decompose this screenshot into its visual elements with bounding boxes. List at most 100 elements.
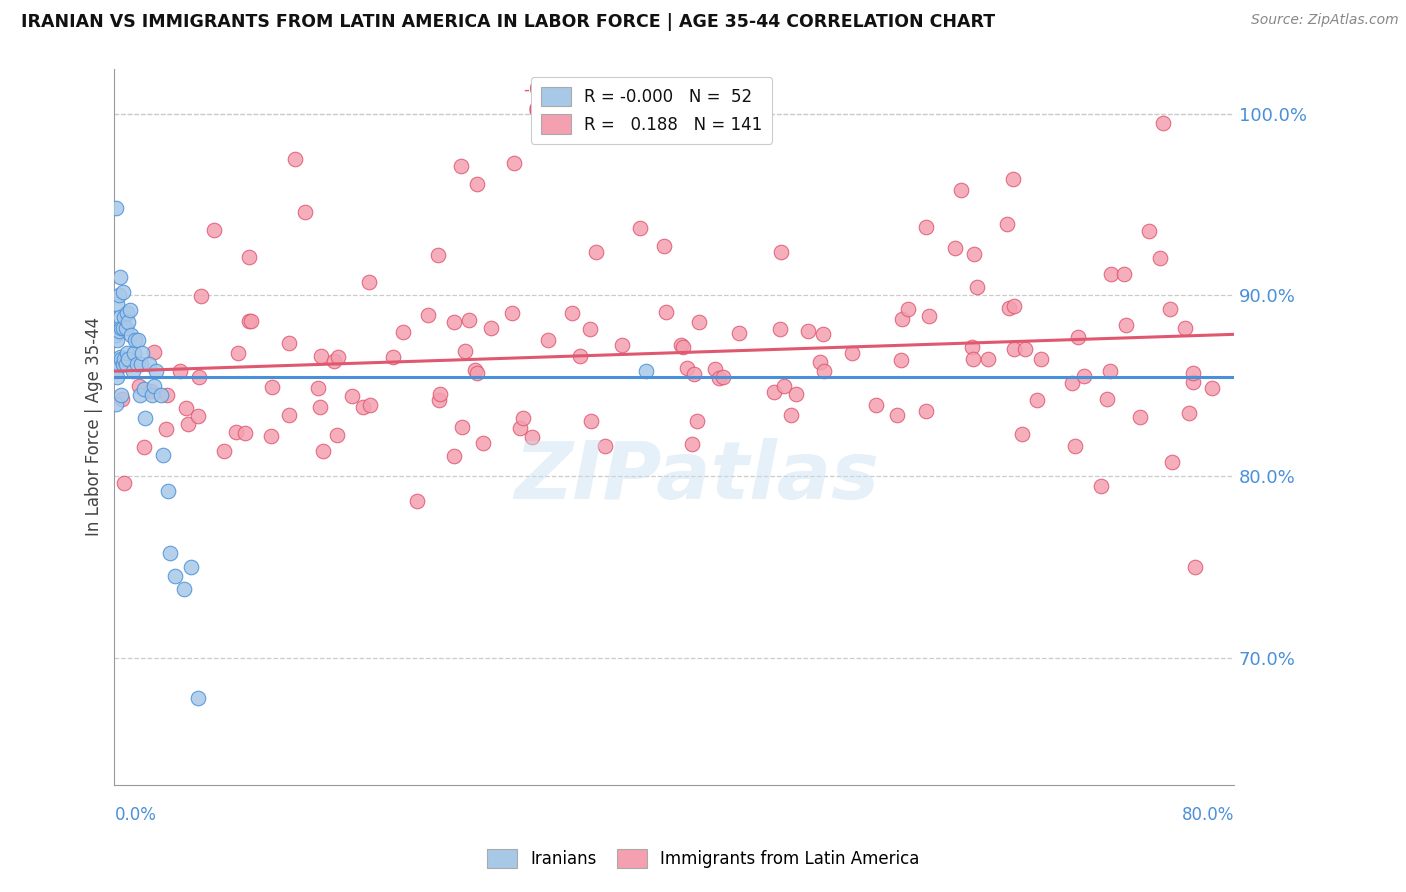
Point — [112, 310, 135, 324]
Point — [173, 582, 195, 596]
Point — [155, 422, 177, 436]
Point — [169, 364, 191, 378]
Point — [707, 371, 730, 385]
Point — [891, 311, 914, 326]
Point — [121, 364, 143, 378]
Point — [326, 350, 349, 364]
Point — [465, 178, 488, 192]
Point — [214, 444, 236, 458]
Point — [682, 367, 704, 381]
Point — [139, 384, 162, 399]
Point — [1159, 301, 1181, 316]
Point — [392, 325, 415, 339]
Point — [260, 428, 283, 442]
Point — [962, 340, 984, 354]
Legend: R = -0.000   N =  52, R =   0.188   N = 141: R = -0.000 N = 52, R = 0.188 N = 141 — [531, 77, 772, 144]
Point — [159, 545, 181, 559]
Point — [120, 328, 142, 343]
Point — [152, 448, 174, 462]
Point — [294, 205, 316, 219]
Point — [202, 223, 225, 237]
Point — [1098, 364, 1121, 378]
Point — [501, 306, 523, 320]
Point — [769, 244, 792, 259]
Point — [134, 411, 156, 425]
Point — [465, 366, 488, 380]
Point — [309, 349, 332, 363]
Point — [704, 362, 727, 376]
Point — [472, 436, 495, 450]
Point — [688, 315, 710, 329]
Point — [1063, 439, 1085, 453]
Point — [1073, 368, 1095, 383]
Point — [129, 357, 152, 371]
Point — [1014, 342, 1036, 356]
Point — [1002, 299, 1025, 313]
Point — [1149, 251, 1171, 265]
Text: IRANIAN VS IMMIGRANTS FROM LATIN AMERICA IN LABOR FORCE | AGE 35-44 CORRELATION : IRANIAN VS IMMIGRANTS FROM LATIN AMERICA… — [21, 13, 995, 31]
Text: ZIPatlas: ZIPatlas — [515, 438, 879, 516]
Point — [124, 334, 146, 348]
Point — [479, 321, 502, 335]
Point — [132, 440, 155, 454]
Point — [111, 357, 134, 371]
Point — [655, 305, 678, 319]
Point — [112, 475, 135, 490]
Point — [509, 421, 531, 435]
Point — [779, 408, 801, 422]
Point — [104, 364, 127, 378]
Text: 80.0%: 80.0% — [1181, 806, 1234, 824]
Point — [156, 483, 179, 498]
Point — [1097, 392, 1119, 406]
Text: 0.188: 0.188 — [523, 102, 575, 120]
Point — [512, 411, 534, 425]
Point — [108, 310, 131, 324]
Point — [628, 221, 651, 235]
Point — [112, 351, 135, 366]
Point — [163, 569, 186, 583]
Point — [381, 351, 404, 365]
Point — [672, 340, 695, 354]
Point — [1025, 393, 1047, 408]
Point — [1182, 366, 1205, 380]
Point — [443, 315, 465, 329]
Point — [107, 288, 129, 302]
Point — [561, 306, 583, 320]
Point — [654, 239, 676, 253]
Point — [536, 333, 558, 347]
Point — [450, 159, 472, 173]
Text: Source: ZipAtlas.com: Source: ZipAtlas.com — [1251, 13, 1399, 28]
Point — [585, 245, 607, 260]
Point — [915, 219, 938, 234]
Point — [451, 419, 474, 434]
Point — [1152, 116, 1174, 130]
Y-axis label: In Labor Force | Age 35-44: In Labor Force | Age 35-44 — [86, 317, 103, 536]
Point — [406, 494, 429, 508]
Point — [427, 392, 450, 407]
Point — [520, 430, 543, 444]
Point — [464, 363, 486, 377]
Point — [808, 355, 831, 369]
Point — [636, 364, 658, 378]
Point — [278, 409, 301, 423]
Legend: Iranians, Immigrants from Latin America: Iranians, Immigrants from Latin America — [479, 842, 927, 875]
Point — [503, 156, 526, 170]
Point — [117, 351, 139, 366]
Point — [125, 357, 148, 371]
Point — [180, 560, 202, 574]
Point — [1201, 381, 1223, 395]
Point — [117, 315, 139, 329]
Point — [841, 346, 863, 360]
Point — [105, 297, 128, 311]
Point — [1112, 267, 1135, 281]
Point — [187, 409, 209, 423]
Point — [963, 247, 986, 261]
Point — [1090, 479, 1112, 493]
Point — [308, 401, 330, 415]
Point — [762, 384, 785, 399]
Point — [115, 346, 138, 360]
Point — [105, 334, 128, 348]
Point — [226, 346, 249, 360]
Point — [685, 414, 707, 428]
Point — [1067, 330, 1090, 344]
